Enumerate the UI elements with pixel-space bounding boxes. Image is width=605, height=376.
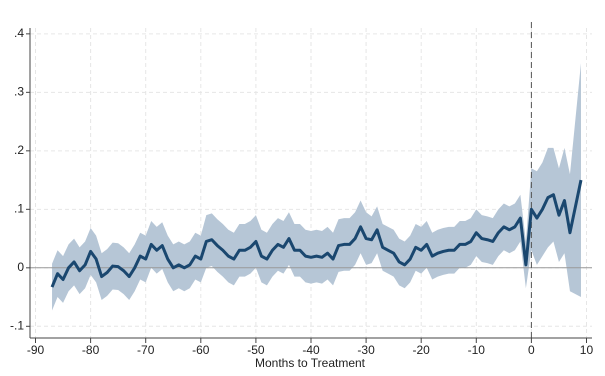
y-tick-label: -.1 xyxy=(10,318,24,332)
y-tick-label: 0 xyxy=(17,260,24,274)
x-tick-label: 10 xyxy=(580,343,594,357)
y-tick-label: .2 xyxy=(14,143,24,157)
confidence-band xyxy=(52,63,581,311)
y-tick-label: .3 xyxy=(14,85,24,99)
x-axis-label: Months to Treatment xyxy=(255,356,366,370)
x-tick-label: -40 xyxy=(302,343,320,357)
x-tick-label: -20 xyxy=(413,343,431,357)
x-tick-label: -60 xyxy=(192,343,210,357)
x-tick-label: -10 xyxy=(468,343,486,357)
x-tick-label: 0 xyxy=(528,343,535,357)
y-tick-label: .1 xyxy=(14,201,24,215)
estimate-line xyxy=(50,179,583,288)
x-tick-label: -50 xyxy=(247,343,265,357)
x-tick-label: -30 xyxy=(357,343,375,357)
x-tick-label: -80 xyxy=(82,343,100,357)
x-tick-label: -70 xyxy=(137,343,155,357)
y-tick-label: .4 xyxy=(14,26,24,40)
x-tick-label: -90 xyxy=(27,343,45,357)
